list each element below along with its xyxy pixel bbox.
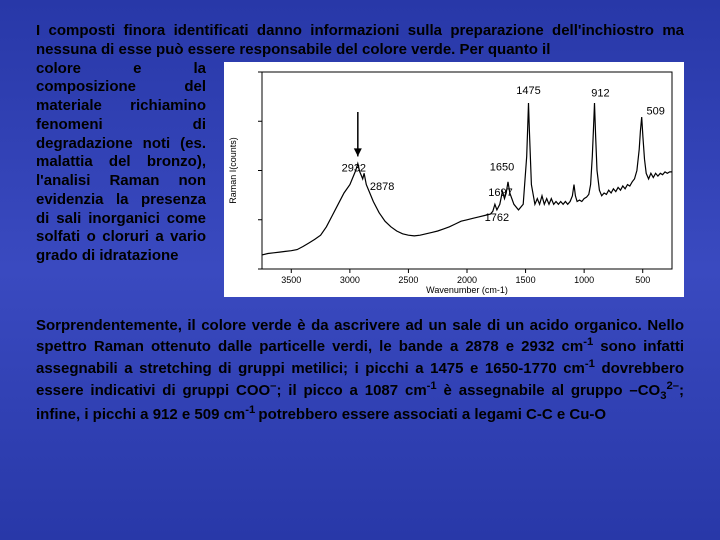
svg-text:509: 509 <box>646 105 664 117</box>
raman-spectrum-chart: 3500 3000 2500 2000 1500 1000 500 Wavenumber (c… <box>224 62 684 297</box>
svg-text:500: 500 <box>635 275 650 285</box>
svg-text:1697: 1697 <box>488 186 512 198</box>
svg-text:2000: 2000 <box>457 275 477 285</box>
svg-text:1650: 1650 <box>490 161 514 173</box>
paragraph-wrapped: colore e la composizione del materiale r… <box>36 60 206 266</box>
svg-text:Wavenumber (cm-1): Wavenumber (cm-1) <box>426 285 508 295</box>
svg-text:1475: 1475 <box>516 84 540 96</box>
svg-text:3000: 3000 <box>340 275 360 285</box>
svg-text:912: 912 <box>591 87 609 99</box>
svg-text:Raman I(counts): Raman I(counts) <box>228 137 238 204</box>
paragraph-top: I composti finora identificati danno inf… <box>36 22 684 60</box>
svg-text:2878: 2878 <box>370 180 394 192</box>
paragraph-bottom: Sorprendentemente, il colore verde è da … <box>36 305 684 425</box>
svg-text:3500: 3500 <box>281 275 301 285</box>
svg-text:1762: 1762 <box>485 212 509 224</box>
svg-text:2932: 2932 <box>342 162 366 174</box>
svg-text:1000: 1000 <box>574 275 594 285</box>
svg-text:2500: 2500 <box>398 275 418 285</box>
svg-text:1500: 1500 <box>516 275 536 285</box>
